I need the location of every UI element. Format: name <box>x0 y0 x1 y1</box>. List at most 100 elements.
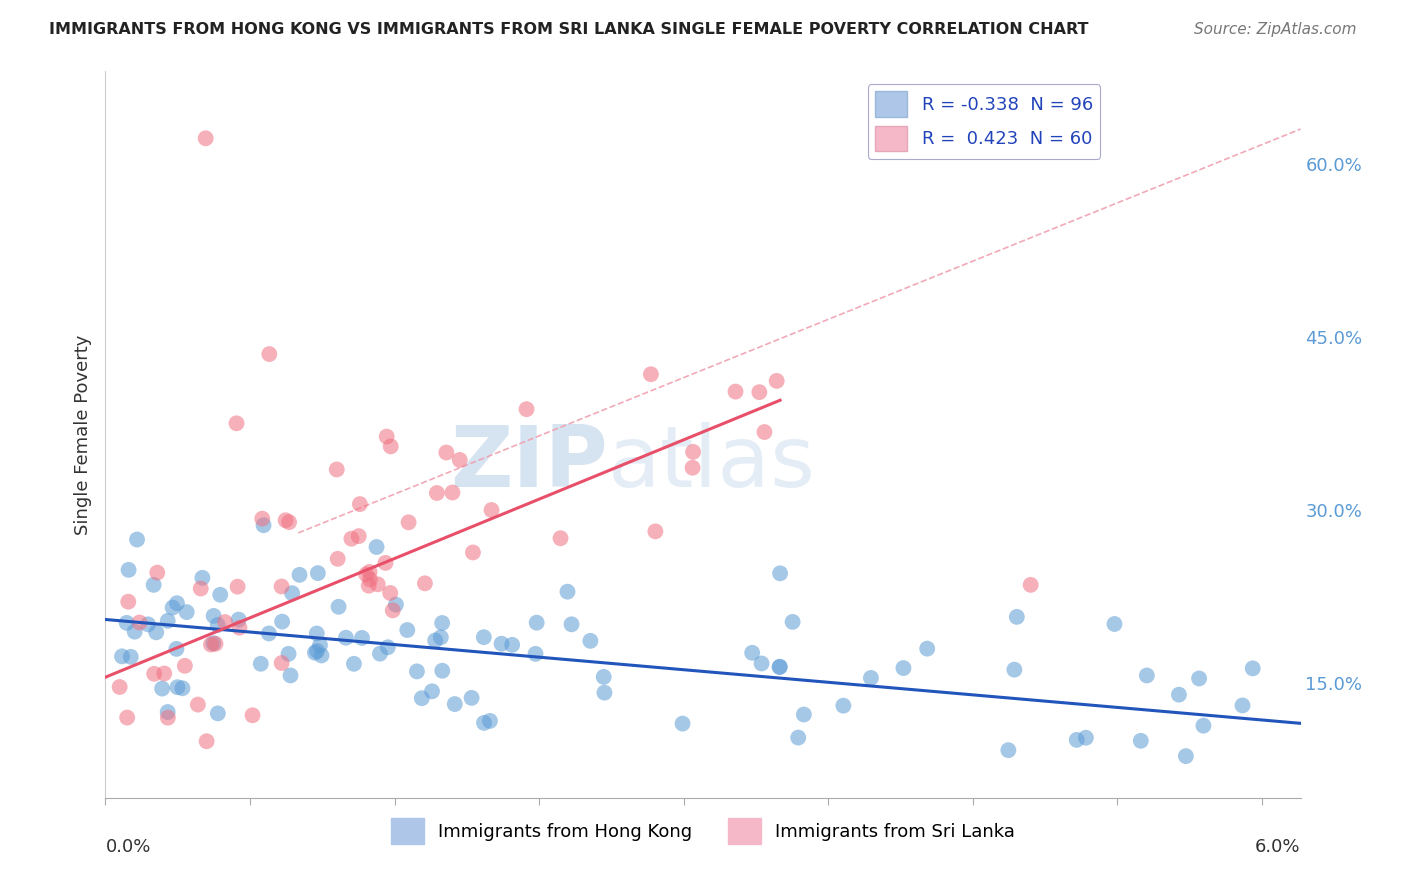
Point <box>166 596 188 610</box>
Point <box>915 641 938 656</box>
Point <box>111 649 134 664</box>
Point <box>194 131 217 145</box>
Point <box>381 603 404 617</box>
Point <box>349 497 371 511</box>
Point <box>593 686 616 700</box>
Legend: R = -0.338  N = 96, R =  0.423  N = 60: R = -0.338 N = 96, R = 0.423 N = 60 <box>868 84 1101 159</box>
Point <box>768 660 790 674</box>
Point <box>228 621 250 635</box>
Point <box>173 658 195 673</box>
Point <box>125 533 148 547</box>
Point <box>411 691 433 706</box>
Point <box>359 573 381 587</box>
Point <box>347 529 370 543</box>
Point <box>398 516 420 530</box>
Point <box>557 584 579 599</box>
Text: IMMIGRANTS FROM HONG KONG VS IMMIGRANTS FROM SRI LANKA SINGLE FEMALE POVERTY COR: IMMIGRANTS FROM HONG KONG VS IMMIGRANTS … <box>49 22 1088 37</box>
Point <box>515 402 537 417</box>
Point <box>142 578 165 592</box>
Point <box>443 697 465 711</box>
Point <box>307 566 329 581</box>
Point <box>326 551 349 566</box>
Point <box>1104 617 1126 632</box>
Point <box>176 605 198 619</box>
Text: ZIP: ZIP <box>450 423 607 506</box>
Point <box>472 630 495 644</box>
Point <box>832 698 855 713</box>
Point <box>1074 731 1097 745</box>
Point <box>359 565 381 579</box>
Point <box>108 680 131 694</box>
Point <box>145 625 167 640</box>
Point <box>304 646 326 660</box>
Point <box>1174 749 1197 764</box>
Point <box>153 666 176 681</box>
Point <box>242 708 264 723</box>
Text: 0.0%: 0.0% <box>105 838 150 856</box>
Point <box>432 664 454 678</box>
Point <box>579 633 602 648</box>
Point <box>368 647 391 661</box>
Point <box>396 623 419 637</box>
Point <box>354 567 377 582</box>
Point <box>202 608 225 623</box>
Point <box>280 668 302 682</box>
Point <box>481 503 503 517</box>
Point <box>207 618 229 632</box>
Point <box>309 638 332 652</box>
Point <box>228 613 250 627</box>
Point <box>281 586 304 600</box>
Point <box>288 567 311 582</box>
Point <box>305 626 328 640</box>
Point <box>225 417 247 431</box>
Point <box>1241 661 1264 675</box>
Point <box>671 716 693 731</box>
Point <box>156 711 179 725</box>
Point <box>270 580 292 594</box>
Point <box>375 429 398 443</box>
Point <box>166 680 188 694</box>
Text: Source: ZipAtlas.com: Source: ZipAtlas.com <box>1194 22 1357 37</box>
Point <box>252 518 274 533</box>
Point <box>501 638 523 652</box>
Point <box>524 647 547 661</box>
Point <box>195 734 218 748</box>
Point <box>682 460 704 475</box>
Point <box>893 661 915 675</box>
Point <box>420 684 443 698</box>
Point <box>270 656 292 670</box>
Point <box>274 513 297 527</box>
Point <box>1066 732 1088 747</box>
Point <box>1168 688 1191 702</box>
Point <box>430 615 453 630</box>
Point <box>741 646 763 660</box>
Point <box>1005 610 1028 624</box>
Point <box>380 586 402 600</box>
Point <box>640 368 662 382</box>
Point <box>146 566 169 580</box>
Point <box>117 563 139 577</box>
Point <box>124 624 146 639</box>
Point <box>128 615 150 630</box>
Point <box>209 588 232 602</box>
Point <box>748 385 770 400</box>
Point <box>751 657 773 671</box>
Point <box>115 710 138 724</box>
Point <box>550 531 572 545</box>
Text: 6.0%: 6.0% <box>1256 838 1301 856</box>
Point <box>1188 672 1211 686</box>
Point <box>340 532 363 546</box>
Point <box>350 631 373 645</box>
Point <box>769 566 792 581</box>
Point <box>724 384 747 399</box>
Point <box>380 439 402 453</box>
Point <box>366 540 388 554</box>
Point <box>343 657 366 671</box>
Point <box>357 579 380 593</box>
Point <box>277 647 299 661</box>
Point <box>252 511 274 525</box>
Point <box>561 617 583 632</box>
Point <box>765 374 787 388</box>
Point <box>172 681 194 696</box>
Point <box>385 598 408 612</box>
